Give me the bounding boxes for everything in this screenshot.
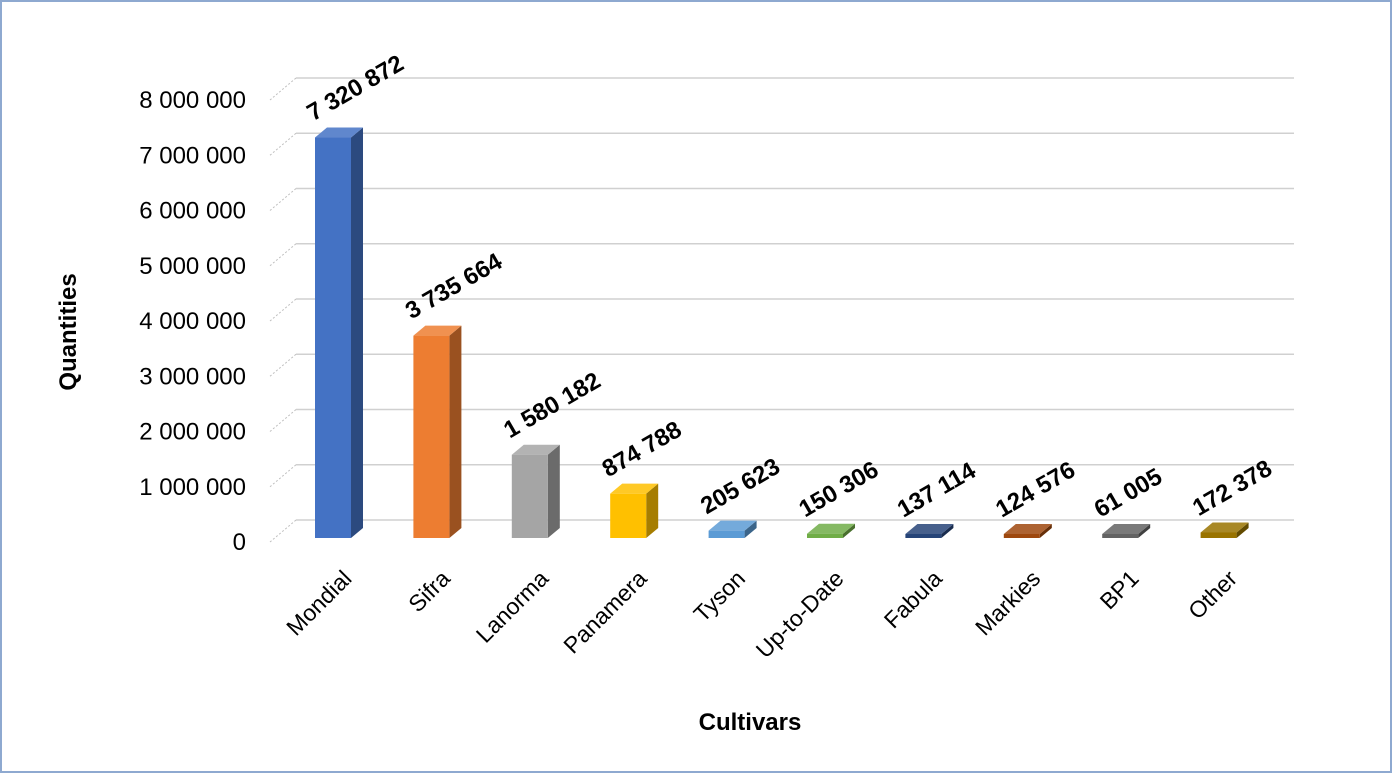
data-label: 124 576 (991, 456, 1080, 523)
category-labels: Mondial Sifra Lanorma Panamera Tyson Up-to-Da… (281, 565, 1242, 663)
gridline-diagonal (269, 464, 297, 488)
data-label: 3 735 664 (401, 248, 508, 325)
gridline-diagonal (269, 243, 297, 267)
gridline-diagonal (269, 132, 297, 156)
y-axis-title: Quantities (55, 273, 82, 390)
y-tick-label: 3 000 000 (139, 363, 246, 390)
bar-bp1 (1102, 524, 1151, 538)
bar-fabula (905, 524, 954, 538)
bar-side (941, 524, 954, 538)
category-label: Up-to-Date (751, 565, 849, 663)
data-label: 1 580 182 (499, 367, 605, 444)
bar-front (610, 493, 647, 538)
bar-side (1039, 524, 1052, 538)
bar-front (905, 534, 942, 538)
y-tick-label: 1 000 000 (139, 474, 246, 501)
x-axis-title: Cultivars (699, 709, 802, 736)
bar-front (1102, 534, 1139, 538)
bar-front (1200, 532, 1237, 538)
bar-top (1102, 524, 1151, 534)
category-label: Panamera (558, 565, 652, 659)
bar-markies (1003, 524, 1052, 538)
bar-front (315, 137, 351, 538)
category-label: Mondial (281, 565, 356, 640)
data-label: 205 623 (696, 453, 785, 520)
bar-top (413, 325, 462, 336)
y-tick-label: 4 000 000 (139, 308, 246, 335)
gridlines (269, 77, 1294, 543)
bar-front (807, 533, 843, 538)
data-label: 61 005 (1090, 463, 1167, 523)
bar-side (843, 523, 855, 538)
category-label: Tyson (688, 565, 750, 627)
y-tick-label: 5 000 000 (139, 253, 246, 280)
bar-side (646, 483, 659, 538)
bar-top (905, 524, 954, 534)
bar-top (1200, 522, 1249, 533)
bar-top (807, 523, 855, 534)
bar-front (413, 335, 450, 538)
category-label: BP1 (1095, 565, 1144, 614)
category-label: Sifra (403, 565, 455, 617)
bar-mondial (315, 127, 363, 538)
gridline-diagonal (269, 353, 297, 377)
bar-tyson (708, 520, 757, 538)
bar-side (1138, 524, 1151, 538)
bar-panamera (610, 483, 659, 538)
bar-side (351, 127, 363, 538)
category-label: Lanorma (471, 565, 554, 648)
gridline-diagonal (269, 409, 297, 432)
category-label: Other (1183, 565, 1242, 624)
y-tick-label: 6 000 000 (139, 198, 246, 225)
y-axis-ticks: 0 1 000 000 2 000 000 3 000 000 4 000 000 5 0… (139, 87, 246, 556)
bar-lanorma (511, 444, 560, 538)
bar-top (511, 444, 560, 455)
category-label: Markies (970, 565, 1045, 640)
bar-side (449, 325, 462, 538)
data-label: 150 306 (795, 456, 884, 523)
data-label: 874 788 (598, 416, 687, 483)
bar-top (708, 520, 757, 531)
gridline-diagonal (269, 77, 297, 101)
bar-top (1003, 524, 1052, 534)
y-tick-label: 2 000 000 (139, 419, 246, 446)
bar-sifra (413, 325, 462, 538)
data-label: 7 320 872 (303, 50, 409, 127)
y-tick-label: 0 (233, 529, 246, 556)
data-label: 137 114 (893, 457, 981, 523)
gridline-diagonal (269, 188, 297, 211)
gridline-diagonal (269, 519, 297, 543)
bar-front (511, 454, 548, 538)
bar-top (315, 127, 363, 138)
gridline-diagonal (269, 298, 297, 322)
bar-side (547, 444, 560, 538)
bar-top (610, 483, 659, 494)
bar-other (1200, 522, 1249, 538)
bars (315, 127, 1249, 538)
bar-side (1236, 522, 1249, 538)
category-label: Fabula (879, 565, 947, 633)
bar-side (744, 520, 757, 538)
bar-up-to-date (807, 523, 855, 538)
bar-front (708, 530, 745, 538)
y-tick-label: 8 000 000 (139, 87, 246, 114)
bar-front (1003, 534, 1040, 538)
y-tick-label: 7 000 000 (139, 142, 246, 169)
